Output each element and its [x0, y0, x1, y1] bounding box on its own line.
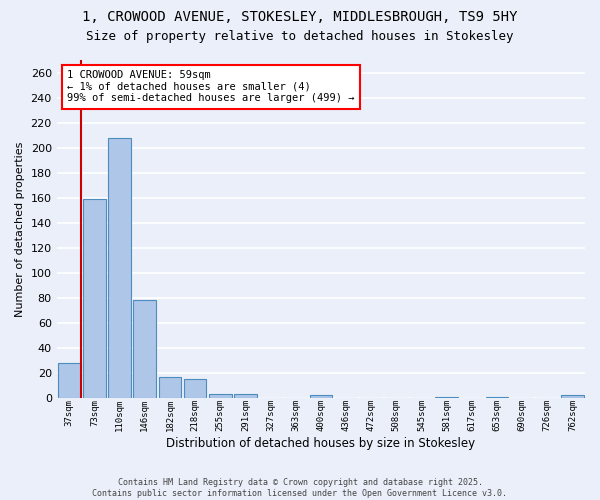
Bar [436, 396, 458, 398]
Text: Size of property relative to detached houses in Stokesley: Size of property relative to detached ho… [86, 30, 514, 43]
Bar [184, 379, 206, 398]
Bar [310, 396, 332, 398]
Bar [561, 396, 584, 398]
X-axis label: Distribution of detached houses by size in Stokesley: Distribution of detached houses by size … [166, 437, 475, 450]
Bar [108, 138, 131, 398]
Bar [485, 396, 508, 398]
Bar [234, 394, 257, 398]
Bar [133, 300, 156, 398]
Y-axis label: Number of detached properties: Number of detached properties [15, 141, 25, 316]
Text: 1, CROWOOD AVENUE, STOKESLEY, MIDDLESBROUGH, TS9 5HY: 1, CROWOOD AVENUE, STOKESLEY, MIDDLESBRO… [82, 10, 518, 24]
Bar [158, 376, 181, 398]
Text: Contains HM Land Registry data © Crown copyright and database right 2025.
Contai: Contains HM Land Registry data © Crown c… [92, 478, 508, 498]
Bar [83, 199, 106, 398]
Bar [209, 394, 232, 398]
Text: 1 CROWOOD AVENUE: 59sqm
← 1% of detached houses are smaller (4)
99% of semi-deta: 1 CROWOOD AVENUE: 59sqm ← 1% of detached… [67, 70, 355, 103]
Bar [58, 363, 80, 398]
